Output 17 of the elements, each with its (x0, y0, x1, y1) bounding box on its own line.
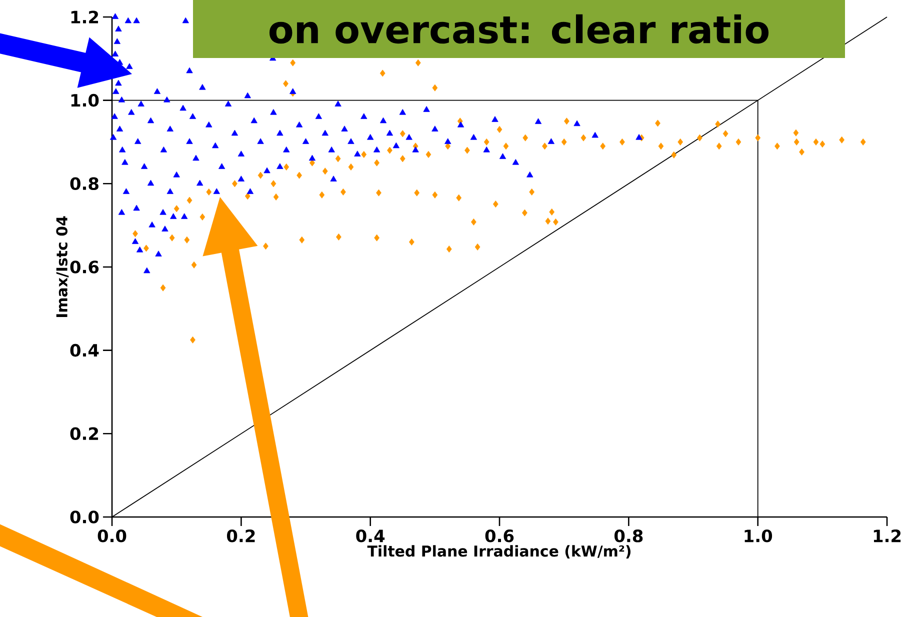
chart-title: on overcast: clear ratio (269, 14, 769, 44)
y-tick-label: 0.6 (70, 260, 99, 274)
x-tick-label: 0.4 (356, 530, 385, 542)
x-tick-label: 0.8 (614, 530, 643, 542)
x-tick-label: 0.0 (98, 530, 126, 542)
x-tick-label: 1.0 (744, 530, 772, 542)
y-tick-label: 0.2 (70, 427, 98, 440)
y-tick-label: 0.0 (70, 510, 99, 524)
y-tick-label: 0.8 (70, 177, 98, 190)
y-tick-label: 1.2 (71, 10, 98, 24)
y-tick-label: 1.0 (71, 94, 99, 107)
y-tick-label: 0.4 (70, 344, 99, 357)
x-tick-label: 1.2 (874, 530, 901, 542)
x-axis-title: Tilted Plane Irradiance (kW/m²) (367, 545, 630, 558)
y-axis-title: Imax/Istc 04 (56, 216, 69, 317)
x-tick-label: 0.6 (485, 530, 514, 542)
x-tick-label: 0.2 (226, 530, 255, 542)
